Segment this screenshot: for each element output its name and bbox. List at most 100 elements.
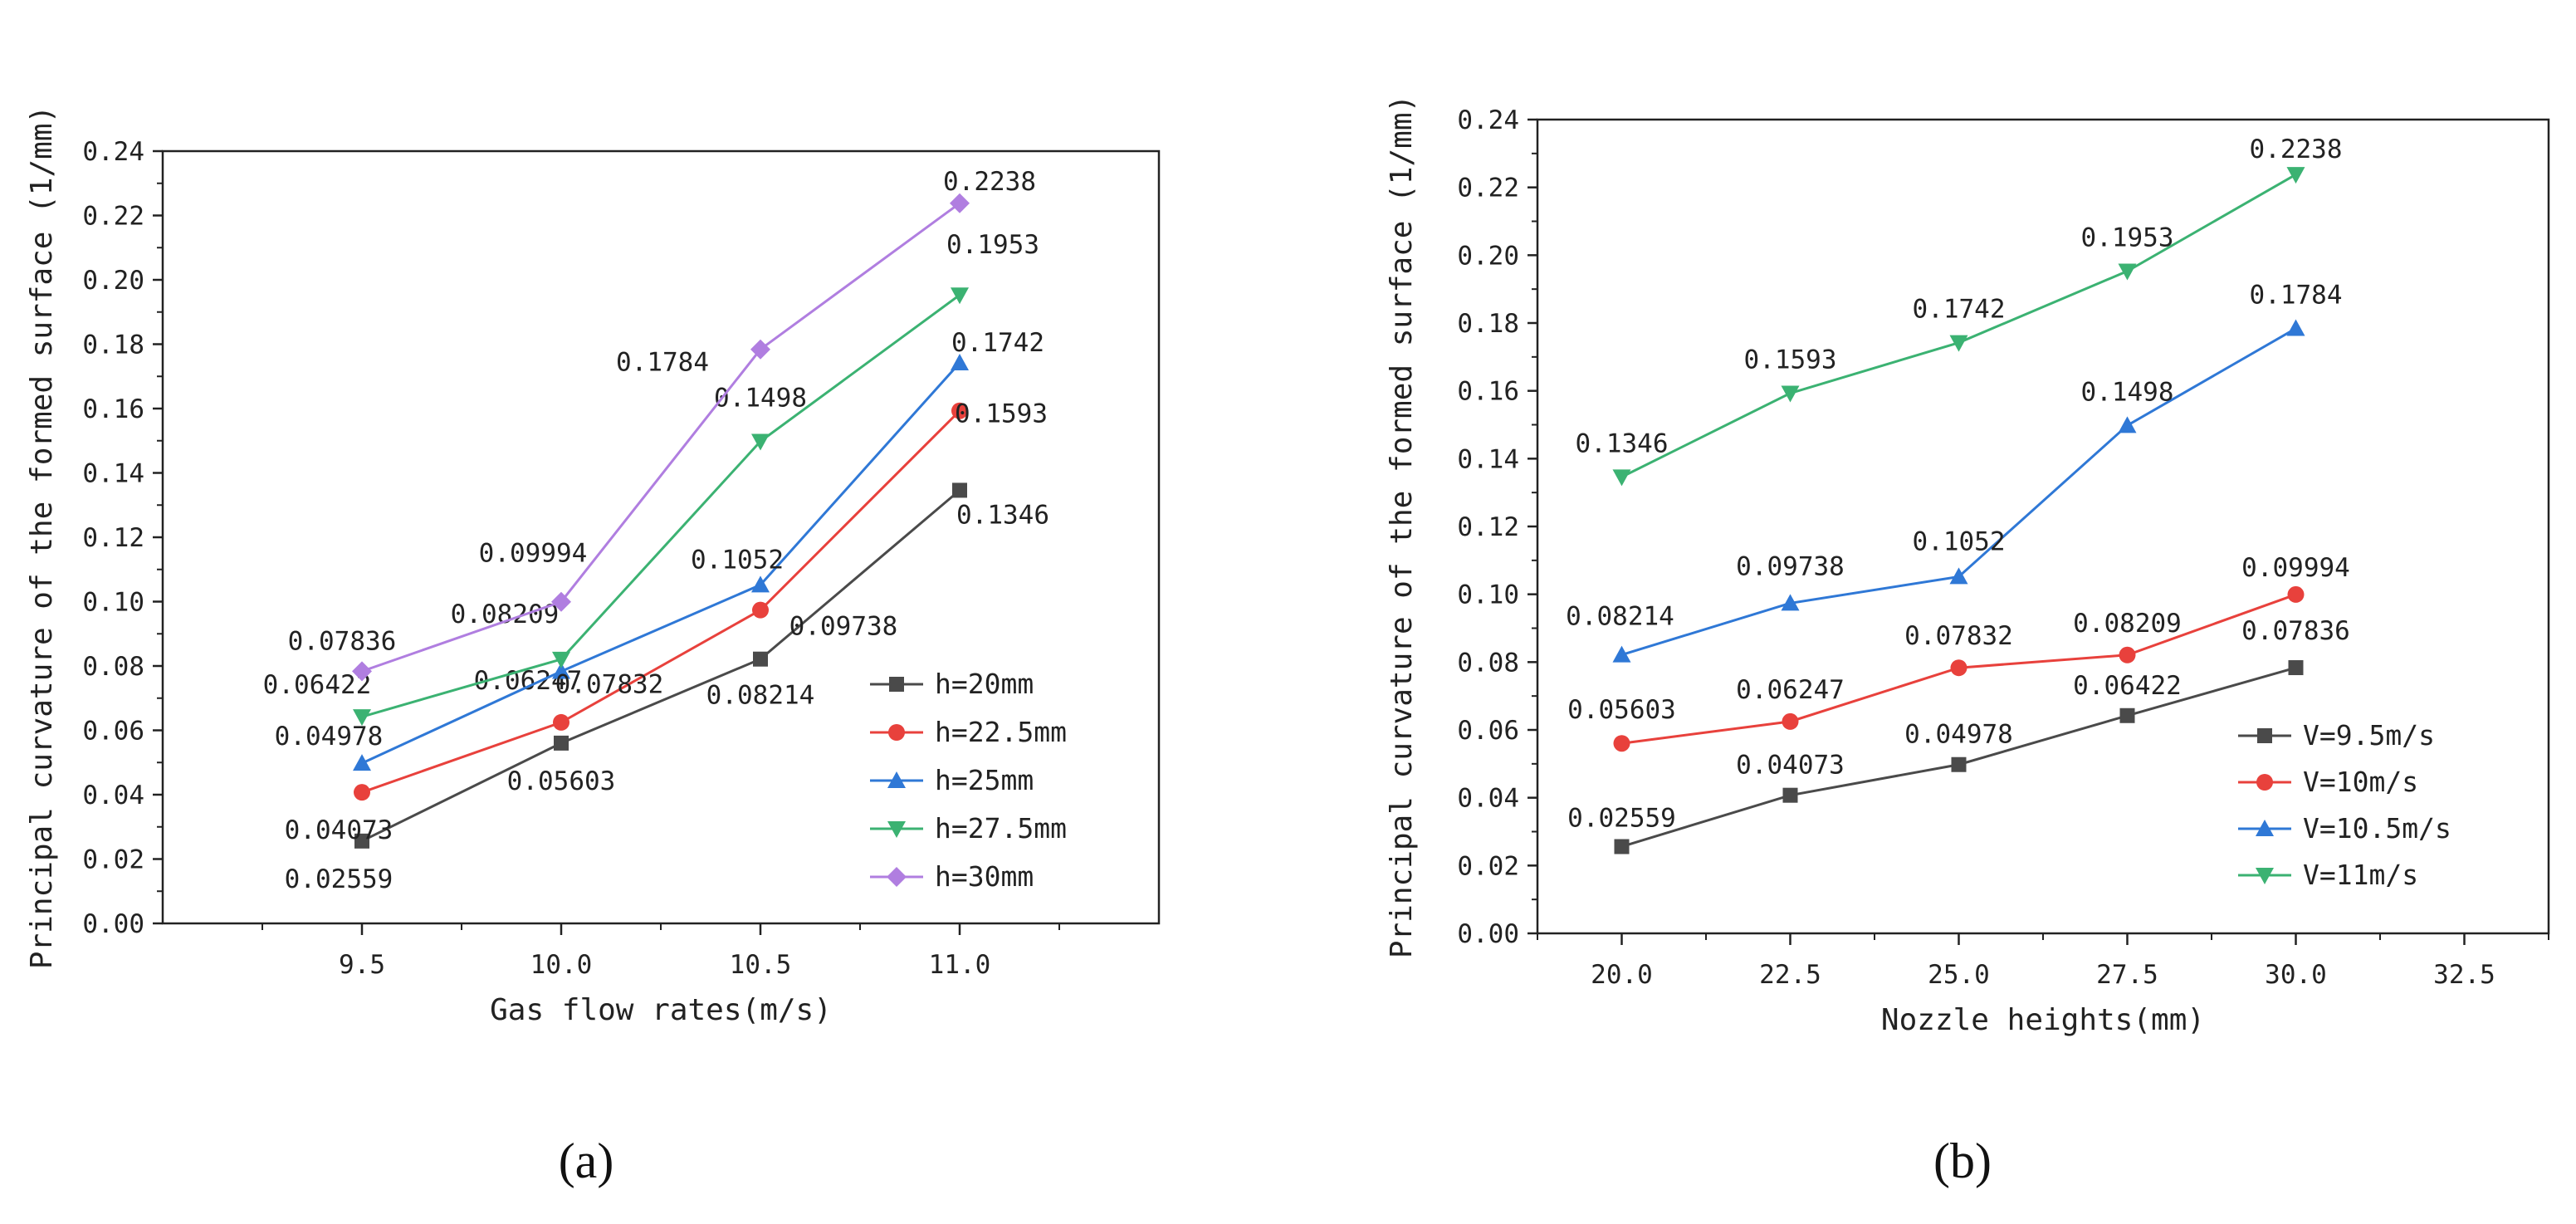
data-label: 0.08214 [1566, 602, 1674, 632]
y-tick-label: 0.08 [1457, 648, 1519, 678]
data-label: 0.04978 [1904, 720, 2013, 750]
series-0: 0.02559 0.05603 0.08214 0.1346 [285, 482, 1049, 894]
data-label: 0.08209 [2073, 609, 2182, 639]
data-label: 0.08214 [706, 681, 815, 711]
x-tick-label: 20.0 [1591, 960, 1653, 990]
legend-label: V=9.5m/s [2303, 719, 2435, 752]
data-label: 0.1346 [956, 500, 1049, 530]
y-tick-label: 0.16 [82, 394, 144, 424]
y-tick-label: 0.24 [1457, 105, 1519, 135]
y-tick-label: 0.18 [82, 330, 144, 360]
x-tick-label: 22.5 [1759, 960, 1821, 990]
data-point [951, 402, 968, 419]
series-line [361, 361, 961, 765]
legend: V=9.5m/s V=10m/s V=10.5m/s V=11m/s [2238, 719, 2451, 891]
series-line [1620, 173, 2297, 478]
series-4: 0.07836 0.09994 0.1784 0.2238 [288, 167, 1036, 682]
plot-frame [161, 149, 1161, 925]
data-point [554, 735, 569, 751]
y-tick-label: 0.04 [82, 781, 144, 810]
data-point [551, 591, 571, 612]
data-label: 0.09738 [789, 612, 898, 642]
series-2: 0.08214 0.09738 0.1052 0.1498 0.1784 [1566, 281, 2342, 663]
x-axis-title: Gas flow rates(m/s) [490, 993, 832, 1027]
y-tick-label: 0.14 [1457, 444, 1519, 474]
series-0: 0.02559 0.04073 0.04978 0.06422 0.07836 [1567, 616, 2350, 854]
data-label: 0.1742 [1913, 295, 2006, 325]
data-label: 0.1052 [1913, 526, 2006, 556]
panel-label: (a) [559, 1133, 614, 1188]
data-point [1781, 594, 1800, 611]
data-point [2119, 646, 2136, 663]
data-label: 0.06422 [263, 670, 372, 700]
data-label: 0.07836 [2241, 616, 2350, 646]
data-point [2287, 585, 2305, 603]
legend-marker [889, 677, 904, 692]
legend-label: V=10m/s [2303, 766, 2418, 798]
y-tick-label: 0.06 [82, 717, 144, 747]
data-label: 0.2238 [943, 167, 1036, 197]
data-point [353, 754, 371, 771]
legend-label: h=27.5mm [935, 812, 1067, 845]
legend-marker [2256, 868, 2274, 884]
x-axis-title: Nozzle heights(mm) [1881, 1003, 2205, 1037]
data-point [2118, 416, 2137, 433]
data-point [752, 601, 769, 619]
data-point [1612, 469, 1631, 487]
series-line [361, 294, 961, 718]
data-point [354, 784, 370, 801]
data-point [1613, 735, 1630, 752]
legend: h=20mm h=22.5mm h=25mm h=27.5mm h=30mm [870, 668, 1067, 893]
legend-marker [2256, 774, 2273, 791]
panel-label: (b) [1933, 1133, 1992, 1188]
data-point [2119, 707, 2135, 723]
y-tick-label: 0.02 [82, 845, 144, 875]
plot-frame [1536, 118, 2550, 935]
series-line [361, 409, 961, 794]
data-label: 0.1784 [2250, 281, 2343, 311]
y-tick-label: 0.20 [1457, 241, 1519, 271]
data-label: 0.07832 [555, 670, 664, 700]
data-point [751, 433, 770, 451]
data-point [1950, 659, 1967, 677]
data-label: 0.1593 [955, 399, 1048, 429]
legend-label: V=10.5m/s [2303, 812, 2451, 845]
y-tick-label: 0.16 [1457, 377, 1519, 407]
data-label: 0.02559 [285, 864, 393, 894]
data-label: 0.1346 [1576, 428, 1669, 458]
x-tick-label: 32.5 [2433, 960, 2495, 990]
data-label: 0.1593 [1744, 345, 1837, 375]
data-point [354, 833, 369, 849]
data-label: 0.1498 [714, 384, 807, 414]
data-point [1949, 335, 1968, 352]
data-label: 0.1953 [946, 230, 1039, 260]
y-tick-label: 0.14 [82, 459, 144, 489]
chart-panel-a: 0.00 0.02 0.04 0.06 0.08 0.10 0.12 0.14 0.16 0.18… [25, 105, 1161, 1188]
y-tick-label: 0.12 [1457, 512, 1519, 542]
data-point [553, 713, 569, 731]
data-point [750, 339, 770, 360]
series-line [1621, 327, 2297, 657]
data-label: 0.07836 [288, 626, 397, 656]
y-tick-label: 0.20 [82, 266, 144, 296]
data-label: 0.06247 [1736, 675, 1845, 705]
y-axis-title: Principal curvature of the formed surfac… [1385, 95, 1419, 958]
x-tick-label: 25.0 [1928, 960, 1990, 990]
data-point [1951, 756, 1967, 772]
y-tick-label: 0.10 [1457, 580, 1519, 610]
data-point [1781, 385, 1800, 403]
legend-label: V=11m/s [2303, 859, 2418, 891]
data-label: 0.09994 [479, 539, 588, 569]
data-label: 0.1742 [951, 328, 1044, 358]
data-point [952, 482, 967, 498]
data-label: 0.08209 [451, 600, 560, 629]
legend-marker [2257, 728, 2272, 743]
data-point [753, 651, 768, 667]
data-label: 0.1784 [616, 348, 709, 378]
data-point [353, 709, 371, 727]
series-line [361, 202, 961, 673]
data-label: 0.1498 [2081, 377, 2174, 407]
y-tick-label: 0.04 [1457, 784, 1519, 814]
